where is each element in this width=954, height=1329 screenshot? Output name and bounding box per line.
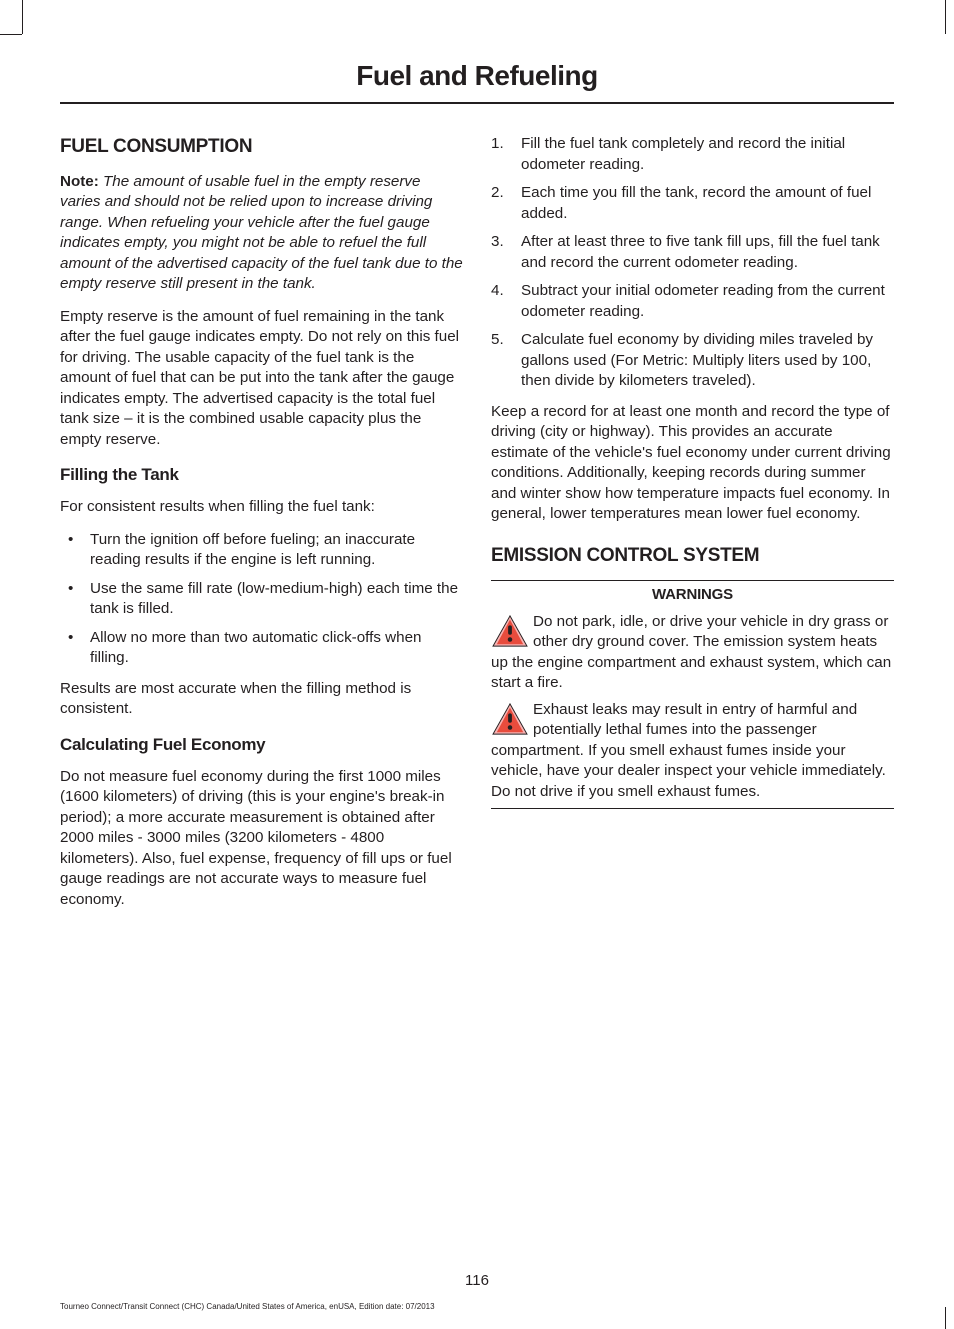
calculating-heading: Calculating Fuel Economy (60, 734, 463, 757)
warnings-header: WARNINGS (491, 580, 894, 605)
page-title: Fuel and Refueling (60, 60, 894, 104)
note-text: The amount of usable fuel in the empty r… (60, 173, 463, 293)
warning-block: Exhaust leaks may result in entry of har… (491, 700, 894, 803)
fuel-consumption-heading: FUEL CONSUMPTION (60, 134, 463, 160)
step-number: 1. (491, 134, 511, 155)
page-number: 116 (0, 1272, 954, 1289)
empty-reserve-paragraph: Empty reserve is the amount of fuel rema… (60, 307, 463, 451)
filling-intro: For consistent results when filling the … (60, 497, 463, 518)
warning-triangle-icon (491, 614, 529, 648)
note-label: Note: (60, 173, 99, 190)
filling-list: Turn the ignition off before fueling; an… (60, 530, 463, 669)
fuel-economy-steps: 1. Fill the fuel tank completely and reco… (491, 134, 894, 392)
warning-block: Do not park, idle, or drive your vehicle… (491, 612, 894, 694)
step-text: Calculate fuel economy by dividing miles… (521, 331, 873, 389)
step-text: Fill the fuel tank completely and record… (521, 135, 845, 173)
step-item: 1. Fill the fuel tank completely and reco… (491, 134, 894, 175)
step-item: 3. After at least three to five tank fill… (491, 232, 894, 273)
step-item: 2. Each time you fill the tank, record th… (491, 183, 894, 224)
step-item: 5. Calculate fuel economy by dividing mil… (491, 330, 894, 392)
warning-triangle-icon (491, 702, 529, 736)
warnings-end-rule (491, 808, 894, 809)
step-text: Subtract your initial odometer reading f… (521, 282, 885, 320)
right-column: 1. Fill the fuel tank completely and reco… (491, 134, 894, 922)
step-number: 2. (491, 183, 511, 204)
step-text: Each time you fill the tank, record the … (521, 184, 871, 222)
list-item: Turn the ignition off before fueling; an… (60, 530, 463, 571)
step-number: 3. (491, 232, 511, 253)
left-column: FUEL CONSUMPTION Note: The amount of usa… (60, 134, 463, 922)
footer-meta: Tourneo Connect/Transit Connect (CHC) Ca… (60, 1302, 435, 1311)
step-number: 4. (491, 281, 511, 302)
filling-results-paragraph: Results are most accurate when the filli… (60, 679, 463, 720)
warning-text: Exhaust leaks may result in entry of har… (491, 701, 886, 800)
list-item: Use the same fill rate (low-medium-high)… (60, 579, 463, 620)
filling-tank-heading: Filling the Tank (60, 464, 463, 487)
step-number: 5. (491, 330, 511, 351)
step-item: 4. Subtract your initial odometer reading… (491, 281, 894, 322)
emission-heading: EMISSION CONTROL SYSTEM (491, 543, 894, 569)
list-item: Allow no more than two automatic click-o… (60, 628, 463, 669)
warning-text: Do not park, idle, or drive your vehicle… (491, 613, 891, 692)
step-text: After at least three to five tank fill u… (521, 233, 880, 271)
keep-record-paragraph: Keep a record for at least one month and… (491, 402, 894, 525)
two-column-layout: FUEL CONSUMPTION Note: The amount of usa… (60, 134, 894, 922)
calculating-paragraph: Do not measure fuel economy during the f… (60, 767, 463, 911)
note-paragraph: Note: The amount of usable fuel in the e… (60, 172, 463, 295)
